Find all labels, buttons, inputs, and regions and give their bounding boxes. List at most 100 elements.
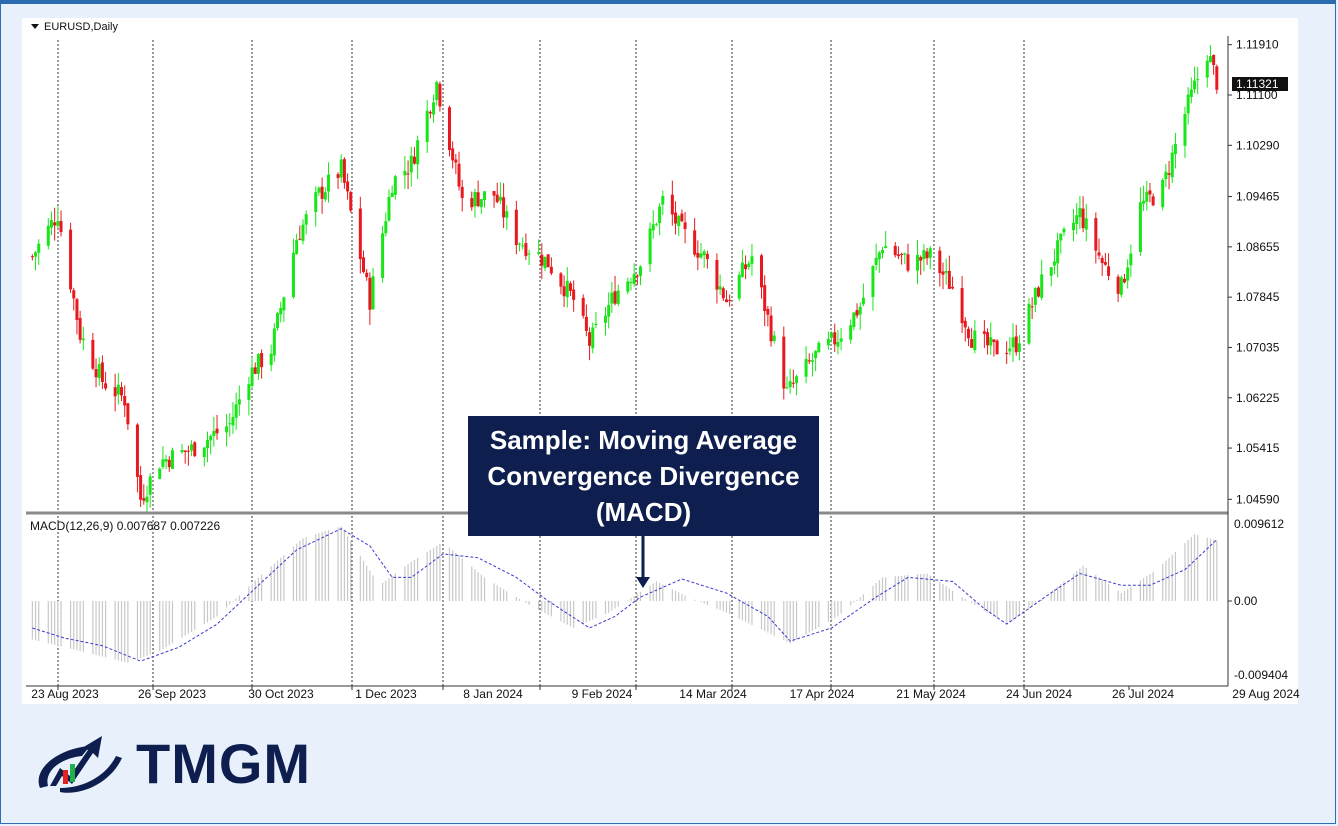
candle-body bbox=[215, 428, 219, 434]
current-price-label: 1.11321 bbox=[1236, 77, 1279, 91]
symbol-label: EURUSD,Daily bbox=[44, 21, 118, 33]
candle-body bbox=[1170, 152, 1174, 178]
candle-body bbox=[247, 384, 251, 400]
candle-body bbox=[142, 498, 146, 501]
candle-body bbox=[562, 286, 566, 297]
candle-body bbox=[995, 340, 999, 355]
candle-body bbox=[269, 353, 273, 366]
candle-body bbox=[1167, 173, 1171, 175]
candle-body bbox=[654, 223, 658, 225]
candle-body bbox=[190, 444, 194, 451]
candle-body bbox=[167, 459, 171, 468]
candle-body bbox=[893, 245, 897, 256]
candle-body bbox=[810, 360, 814, 362]
candle-body bbox=[718, 286, 722, 290]
candle-body bbox=[291, 252, 295, 298]
logo-mark-icon bbox=[38, 736, 122, 793]
candle-body bbox=[46, 225, 50, 246]
candle-body bbox=[992, 339, 996, 343]
candle-body bbox=[505, 211, 509, 218]
candle-body bbox=[342, 159, 346, 183]
candle-body bbox=[498, 196, 502, 201]
current-price-badge bbox=[1232, 77, 1288, 91]
candle-body bbox=[537, 252, 541, 254]
candle-body bbox=[390, 192, 394, 197]
candle-body bbox=[416, 140, 420, 165]
candle-body bbox=[272, 328, 276, 356]
candle-body bbox=[225, 426, 229, 433]
candle-body bbox=[715, 259, 719, 290]
candle-body bbox=[295, 239, 299, 255]
candle-body bbox=[126, 403, 130, 425]
candle-body bbox=[358, 208, 362, 260]
candle-body bbox=[1164, 171, 1168, 180]
candle-body bbox=[661, 195, 665, 205]
date-tick-label: 8 Jan 2024 bbox=[463, 687, 523, 701]
candle-body bbox=[1027, 303, 1031, 344]
candle-body bbox=[336, 174, 340, 178]
candle-body bbox=[237, 399, 241, 405]
candle-body bbox=[1011, 337, 1015, 348]
candle-body bbox=[1183, 113, 1187, 146]
candle-body bbox=[393, 176, 397, 195]
candle-body bbox=[788, 381, 792, 388]
date-tick-label: 29 Aug 2024 bbox=[1232, 687, 1300, 701]
date-tick-label: 26 Sep 2023 bbox=[138, 687, 206, 701]
candle-body bbox=[855, 310, 859, 316]
candle-body bbox=[1014, 336, 1018, 353]
macd-histogram bbox=[31, 526, 1218, 663]
candle-body bbox=[817, 342, 821, 353]
date-tick-label: 9 Feb 2024 bbox=[572, 687, 633, 701]
logo-text: TMGM bbox=[136, 732, 312, 795]
candle-body bbox=[1189, 89, 1193, 97]
candle-body bbox=[629, 281, 633, 283]
candle-body bbox=[435, 81, 439, 101]
candle-body bbox=[1062, 228, 1066, 233]
candle-body bbox=[120, 387, 124, 396]
candle-body bbox=[139, 475, 143, 500]
candle-body bbox=[852, 312, 856, 328]
candle-body bbox=[202, 447, 206, 458]
candle-body bbox=[938, 250, 942, 274]
dropdown-triangle-icon[interactable] bbox=[31, 24, 39, 29]
candle-body bbox=[896, 254, 900, 257]
candle-body bbox=[906, 254, 910, 271]
candle-body bbox=[253, 367, 257, 374]
candle-body bbox=[37, 243, 41, 253]
candle-body bbox=[966, 328, 970, 339]
candle-body bbox=[900, 254, 904, 256]
candle-body bbox=[1094, 218, 1098, 251]
candle-body bbox=[540, 254, 544, 266]
candle-body bbox=[1205, 60, 1209, 78]
candle-body bbox=[161, 459, 165, 467]
candle-body bbox=[180, 450, 184, 453]
candle-body bbox=[403, 170, 407, 176]
price-tick-label: 1.09465 bbox=[1236, 190, 1280, 204]
candle-body bbox=[193, 442, 197, 457]
candle-body bbox=[145, 496, 149, 503]
candle-body bbox=[591, 327, 595, 349]
candle-body bbox=[1148, 190, 1152, 195]
date-tick-label: 30 Oct 2023 bbox=[248, 687, 314, 701]
candle-body bbox=[454, 159, 458, 163]
candle-body bbox=[916, 254, 920, 271]
candle-body bbox=[1208, 56, 1212, 63]
candle-body bbox=[116, 384, 120, 395]
candle-body bbox=[368, 277, 372, 310]
candle-body bbox=[613, 291, 617, 304]
candle-body bbox=[1008, 348, 1012, 352]
candle-body bbox=[323, 192, 327, 200]
candle-body bbox=[447, 107, 451, 150]
candle-body bbox=[963, 320, 967, 328]
candle-body bbox=[339, 159, 343, 178]
candle-body bbox=[616, 290, 620, 304]
candle-body bbox=[1017, 343, 1021, 352]
candle-body bbox=[1173, 143, 1177, 155]
tmgm-logo: TMGM bbox=[30, 728, 360, 800]
candle-body bbox=[314, 192, 318, 212]
candle-body bbox=[1145, 191, 1149, 202]
candle-body bbox=[804, 359, 808, 377]
candle-body bbox=[91, 339, 95, 369]
candle-body bbox=[409, 155, 413, 173]
